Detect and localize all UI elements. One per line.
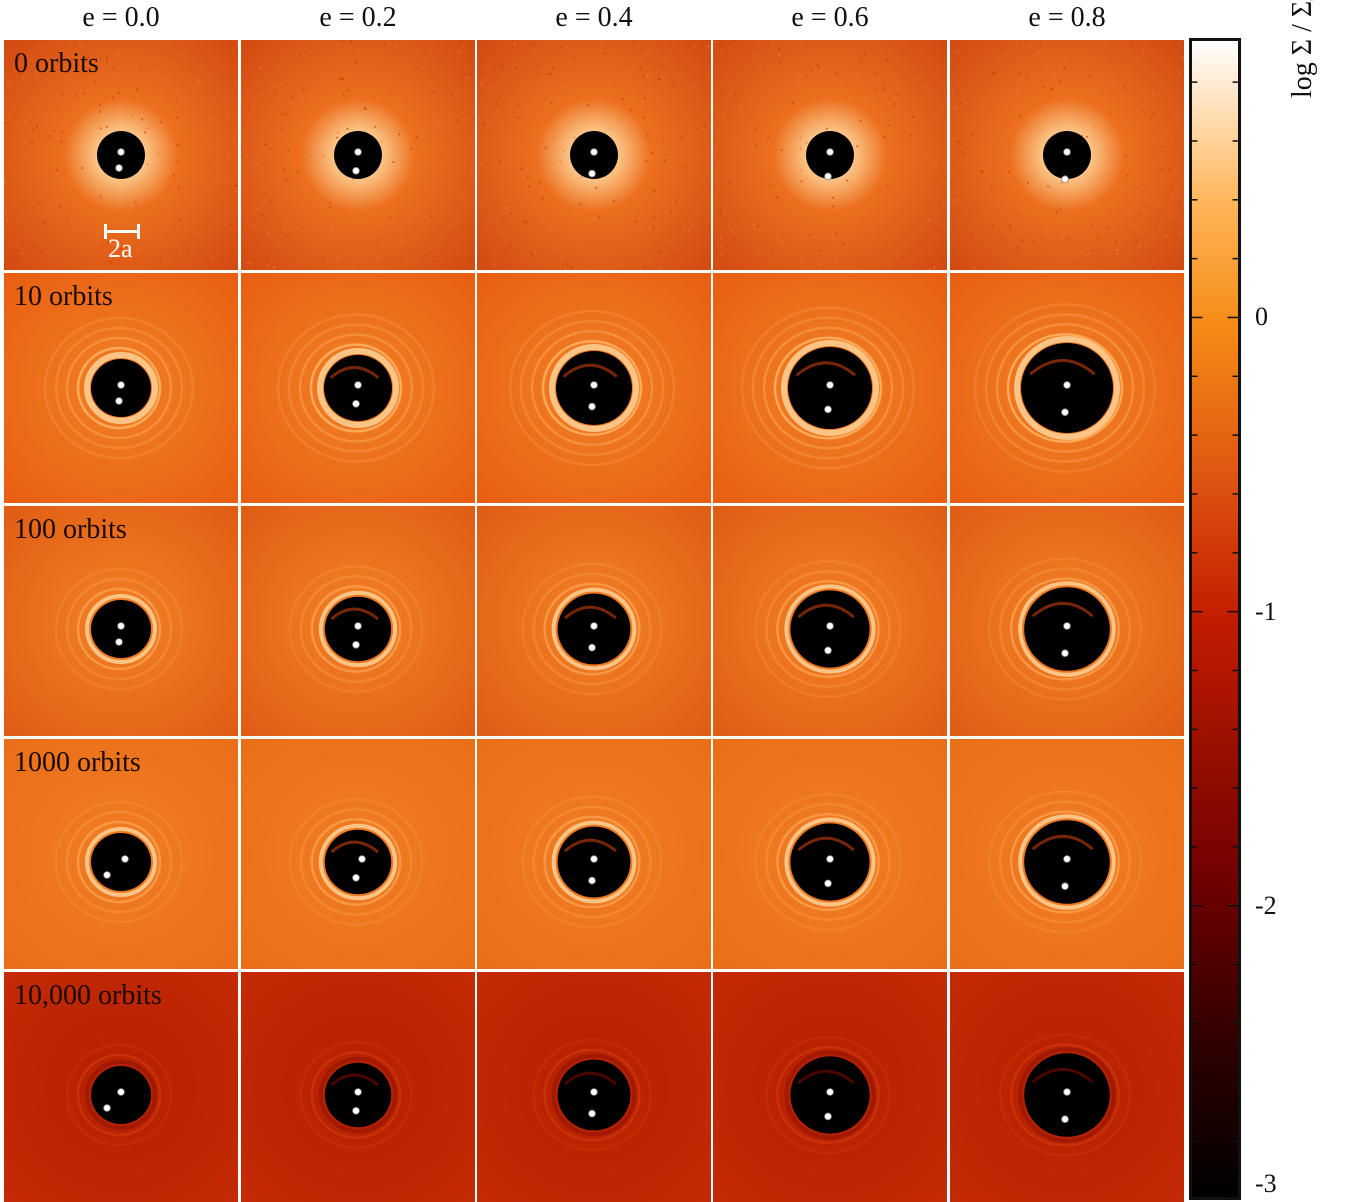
binary-star [590,148,598,156]
binary-star [352,1107,360,1115]
row-label: 1000 orbits [14,747,141,778]
binary-star [352,400,360,408]
binary-star [588,1109,596,1118]
scale-bar-label: 2a [108,234,133,263]
binary-star [824,646,832,655]
binary-star [115,397,123,405]
binary-star [1063,148,1071,156]
binary-star [115,164,123,172]
colorbar-tick-label: -3 [1255,1169,1277,1198]
density-panel: 10,000 orbits [4,972,238,1202]
binary-star [824,1112,832,1121]
binary-star [826,148,834,156]
binary-star [1061,175,1069,184]
density-panel [477,273,711,503]
binary-star [824,879,832,888]
binary-star [826,1088,834,1096]
binary-star [1063,855,1071,863]
column-header: e = 0.4 [555,2,633,33]
binary-star [588,876,596,885]
binary-star [590,381,598,389]
row-label: 100 orbits [14,514,127,545]
density-panel: 10 orbits [4,273,238,503]
binary-star [1063,381,1071,389]
binary-star [117,622,125,630]
binary-star [354,148,362,156]
density-panel [241,273,475,503]
colorbar-tick-label: -2 [1255,890,1277,920]
binary-star [115,638,123,646]
colorbar-tick-label: -1 [1255,596,1277,626]
binary-star [826,855,834,863]
binary-star [590,622,598,630]
binary-star [121,855,129,863]
binary-star [1061,1115,1069,1124]
column-header: e = 0.2 [319,2,397,33]
density-panel [241,506,475,736]
binary-star [103,871,111,879]
density-panel: 100 orbits [4,506,238,736]
binary-star [358,855,366,863]
binary-star [354,622,362,630]
density-panel [713,739,947,969]
density-panel [713,40,947,270]
density-panel [950,273,1184,503]
density-panel [477,739,711,969]
density-panel [241,739,475,969]
colorbar-tick-label: 0 [1255,302,1268,332]
colorbar [1189,38,1241,1200]
density-panel [713,273,947,503]
binary-star [352,167,360,175]
scale-bar: 2a [104,224,142,268]
binary-star [103,1104,111,1112]
binary-star [826,622,834,630]
density-panel [477,972,711,1202]
binary-star [352,641,360,649]
cavity [324,829,392,895]
density-panel [950,739,1184,969]
density-panel [713,506,947,736]
row-label: 10,000 orbits [14,980,162,1011]
binary-star [588,402,596,411]
column-header: e = 0.8 [1028,2,1106,33]
density-panel [950,972,1184,1202]
binary-star [1063,1088,1071,1096]
column-header: e = 0.6 [791,2,869,33]
binary-star [117,381,125,389]
colorbar-ticks [1190,81,1240,1200]
row-label: 0 orbits [14,48,99,79]
colorbar-title: log Σ / Σ0 [1287,0,1322,98]
binary-star [1061,408,1069,417]
density-panel [241,40,475,270]
column-header: e = 0.0 [82,2,160,33]
binary-star [1061,882,1069,891]
density-panel [241,972,475,1202]
binary-star [824,405,832,414]
density-panel: 0 orbits 2a [4,40,238,270]
binary-star [588,169,596,178]
binary-star [1061,649,1069,658]
density-panel [713,972,947,1202]
binary-star [352,874,360,882]
binary-star [354,381,362,389]
density-panel [477,506,711,736]
binary-star [824,172,832,181]
binary-star [590,855,598,863]
density-panel [950,506,1184,736]
density-panel: 1000 orbits [4,739,238,969]
binary-star [588,643,596,652]
cavity [91,833,151,891]
colorbar-fill [1189,38,1241,1200]
binary-star [117,1088,125,1096]
binary-star [1063,622,1071,630]
density-panel [477,40,711,270]
row-label: 10 orbits [14,281,113,312]
binary-star [590,1088,598,1096]
binary-star [826,381,834,389]
binary-star [354,1088,362,1096]
density-panel [950,40,1184,270]
binary-star [117,148,125,156]
